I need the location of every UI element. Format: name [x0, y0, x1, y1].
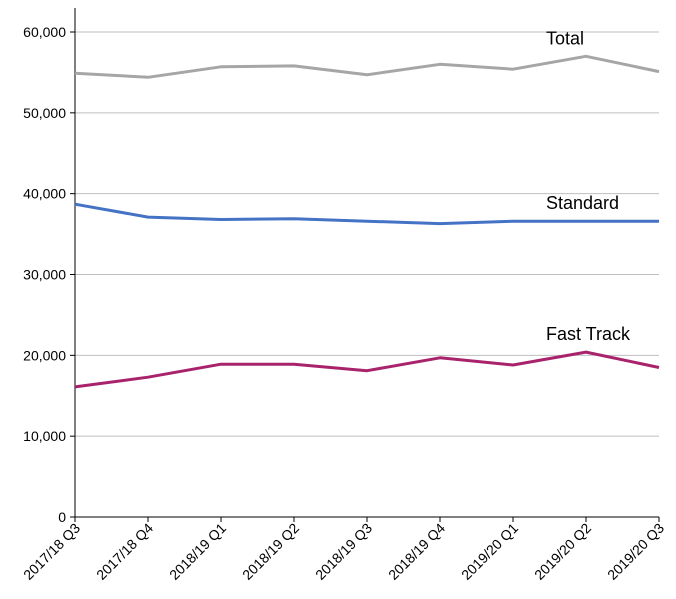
- x-tick-label: 2017/18 Q3: [20, 520, 83, 583]
- x-tick-label: 2018/19 Q3: [312, 520, 375, 583]
- y-tick-label: 60,000: [23, 24, 66, 40]
- x-tick-label: 2018/19 Q1: [166, 520, 229, 583]
- y-tick-label: 30,000: [23, 267, 66, 283]
- x-tick-label: 2019/20 Q1: [458, 520, 521, 583]
- series-line-total: [74, 54, 660, 79]
- y-tick-label: 50,000: [23, 105, 66, 121]
- y-tick-label: 20,000: [23, 347, 66, 363]
- x-tick-label: 2019/20 Q2: [531, 520, 594, 583]
- y-axis: 0 10,000 20,000 30,000 40,000 50,000 60,000: [23, 8, 76, 525]
- series-label-fast-track: Fast Track: [546, 324, 631, 344]
- series-line-standard: [74, 202, 659, 226]
- series-label-standard: Standard: [546, 193, 619, 213]
- series-label-total: Total: [546, 28, 584, 48]
- y-tick-label: 10,000: [23, 428, 66, 444]
- x-tick-label: 2018/19 Q4: [385, 520, 448, 583]
- y-tick-label: 40,000: [23, 186, 66, 202]
- series-line-fast-track: [74, 350, 660, 389]
- series-labels: Total Standard Fast Track: [546, 28, 631, 344]
- y-tick-label: 0: [58, 509, 66, 525]
- x-tick-label: 2018/19 Q2: [239, 520, 302, 583]
- x-axis: 2017/18 Q3 2017/18 Q4 2018/19 Q1 2018/19 Q2…: [20, 516, 667, 583]
- x-tick-label: 2017/18 Q4: [93, 520, 156, 583]
- gridlines: [75, 31, 659, 437]
- x-tick-label: 2019/20 Q3: [604, 520, 667, 583]
- series-lines: [74, 54, 660, 389]
